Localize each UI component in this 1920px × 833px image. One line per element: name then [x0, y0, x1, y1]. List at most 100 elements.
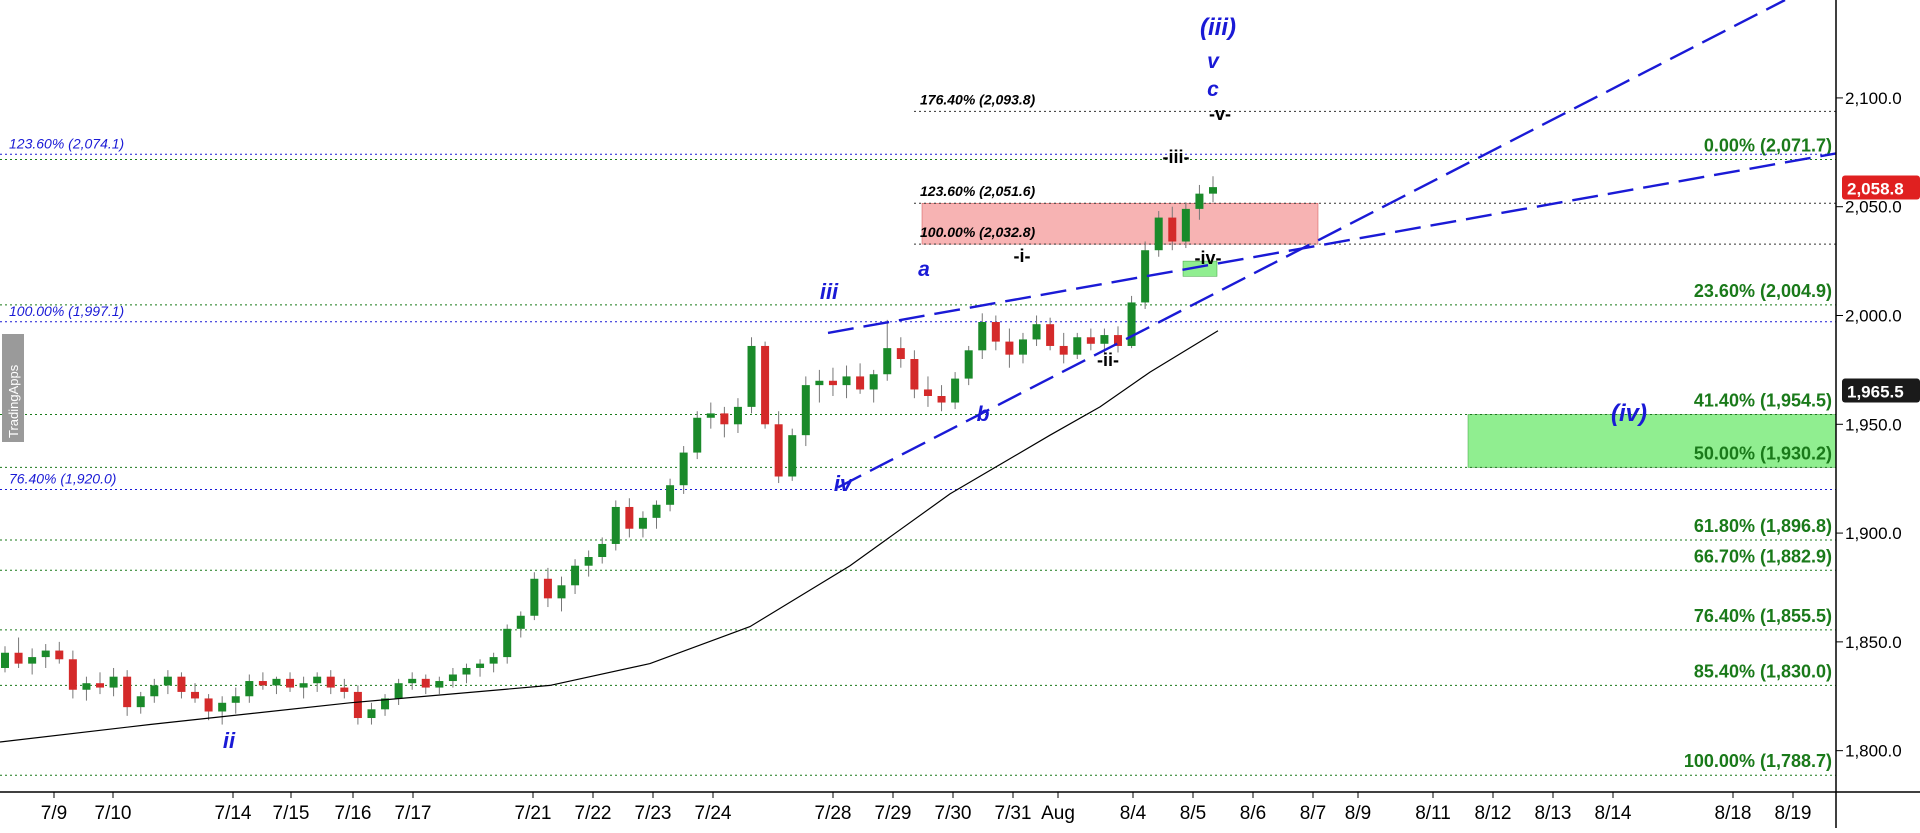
candle-body	[1168, 217, 1177, 242]
date-tick-label: 7/21	[515, 803, 552, 824]
candle-body	[720, 413, 729, 425]
date-tick-label: 7/30	[935, 803, 972, 824]
candle-body	[68, 659, 77, 690]
candle-body	[1032, 324, 1041, 340]
candle-body	[421, 678, 430, 688]
candle-body	[136, 696, 145, 708]
candle-body	[598, 543, 607, 558]
candle-body	[1195, 193, 1204, 209]
fib-extension-label: 100.00% (2,032.8)	[920, 224, 1036, 240]
date-tick-label: 7/28	[815, 803, 852, 824]
candle-body	[625, 506, 634, 529]
date-tick-label: 7/31	[995, 803, 1032, 824]
fib-extension-label: 176.40% (2,093.8)	[920, 91, 1036, 107]
candle-body	[611, 506, 620, 544]
fib-retracement-label: 85.40% (1,830.0)	[1694, 661, 1832, 681]
candle-body	[326, 676, 335, 688]
lower-channel-trendline	[837, 0, 1786, 489]
price-tick-label: 1,950.0	[1845, 415, 1902, 434]
candle-body	[1181, 208, 1190, 242]
candle-body	[503, 628, 512, 658]
candle-body	[96, 683, 105, 688]
candle-body	[951, 378, 960, 403]
fib-extension-label: 100.00% (1,997.1)	[9, 303, 124, 319]
last-price-badge	[1842, 175, 1920, 200]
candle-body	[109, 676, 118, 688]
wave-label-minor-i: -i-	[1014, 246, 1031, 266]
candle-body	[55, 650, 64, 660]
wave-label-minor-iii: -iii-	[1163, 147, 1190, 167]
wave-label-iii: iii	[820, 279, 839, 304]
candle-body	[1141, 250, 1150, 303]
wave-label-minor-ii: -ii-	[1097, 350, 1119, 370]
date-tick-label: 7/29	[875, 803, 912, 824]
date-tick-label: 8/13	[1535, 803, 1572, 824]
target-zone-red	[921, 202, 1319, 245]
candle-body	[313, 676, 322, 684]
candle-body	[869, 374, 878, 390]
candle-body	[774, 424, 783, 477]
candle-body	[191, 691, 200, 699]
candle-body	[381, 698, 390, 710]
candle-body	[516, 615, 525, 629]
candle-body	[937, 396, 946, 403]
wave-label-iv: iv	[834, 471, 854, 496]
candle-body	[28, 657, 37, 664]
candle-body	[150, 685, 159, 697]
candle-body	[666, 485, 675, 505]
upper-channel-trendline	[827, 152, 1837, 335]
candle-body	[1113, 335, 1122, 346]
candle-body	[638, 517, 647, 529]
candle-body	[14, 652, 23, 664]
wave-label-iii-major: (iii)	[1200, 14, 1236, 41]
wave-label-minor-iv: -iv-	[1195, 248, 1222, 268]
candle-body	[693, 417, 702, 453]
date-tick-label: 8/4	[1120, 803, 1147, 824]
candle-body	[733, 406, 742, 425]
candle-body	[1073, 337, 1082, 355]
price-tick-label: 1,800.0	[1845, 742, 1902, 761]
candle-body	[557, 585, 566, 599]
fib-retracement-label: 41.40% (1,954.5)	[1694, 390, 1832, 410]
candle-body	[177, 676, 186, 692]
date-tick-label: 7/15	[273, 803, 310, 824]
candle-body	[652, 504, 661, 518]
price-tick-label: 2,000.0	[1845, 306, 1902, 325]
date-tick-label: 8/7	[1300, 803, 1326, 824]
candle-body	[41, 650, 50, 658]
wave-label-b: b	[977, 403, 990, 426]
date-tick-label: 7/23	[635, 803, 672, 824]
candle-body	[204, 698, 213, 712]
candle-body	[299, 683, 308, 688]
date-tick-label: 8/19	[1775, 803, 1812, 824]
price-tick-label: 1,900.0	[1845, 524, 1902, 543]
candle-body	[1209, 187, 1217, 194]
watermark-box	[2, 334, 24, 442]
fib-retracement-label: 100.00% (1,788.7)	[1684, 751, 1832, 771]
candle-body	[340, 687, 349, 692]
candle-body	[258, 681, 267, 686]
candle-body	[964, 350, 973, 379]
candle-body	[761, 345, 770, 425]
date-tick-label: 8/12	[1475, 803, 1512, 824]
date-tick-label: Aug	[1041, 803, 1075, 824]
candle-body	[842, 376, 851, 386]
candle-body	[1, 652, 9, 668]
price-tick-label: 2,100.0	[1845, 89, 1902, 108]
date-tick-label: 7/9	[41, 803, 67, 824]
candle-body	[489, 657, 498, 664]
candle-body	[978, 322, 987, 351]
price-tick-label: 2,050.0	[1845, 198, 1902, 217]
wave-label-target-iv: (iv)	[1611, 400, 1647, 427]
watermark-text: TradingApps	[6, 364, 21, 438]
wave-label-v: v	[1207, 50, 1220, 73]
candle-body	[1100, 335, 1109, 344]
fib-extension-label: 123.60% (2,051.6)	[920, 183, 1036, 199]
candle-body	[367, 709, 376, 719]
candle-body	[1127, 302, 1136, 346]
fib-retracement-label: 23.60% (2,004.9)	[1694, 281, 1832, 301]
candle-body	[394, 683, 403, 699]
candle-body	[435, 681, 444, 688]
